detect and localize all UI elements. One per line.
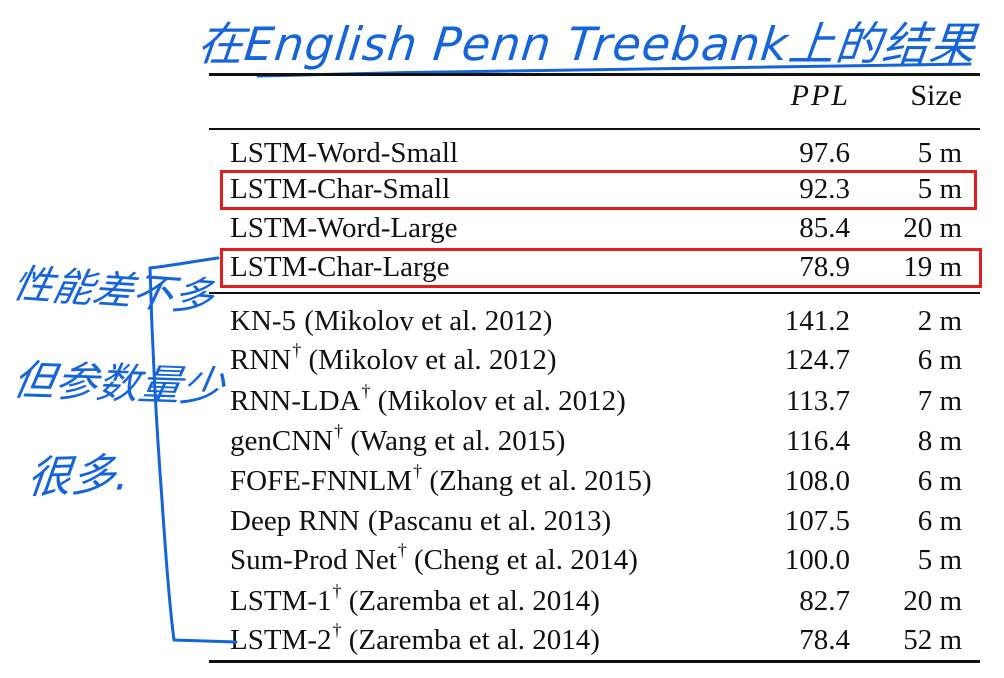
row-model: Sum-Prod Net [230,544,397,576]
row-citation: (Mikolov et al. 2012) [370,385,626,417]
row-model: LSTM-Word-Large [230,212,458,244]
top-rule [209,73,980,76]
header-rule [209,128,980,130]
row-citation: (Mikolov et al. 2012) [301,344,557,376]
row-model: genCNN [230,425,334,457]
highlight-box-char-small [220,170,977,210]
dagger-mark: † [332,581,342,602]
row-ppl: 108.0 [784,465,850,497]
row-ppl: 107.5 [784,505,850,537]
row-citation: (Zaremba et al. 2014) [341,585,600,617]
row-size: 6 m [917,344,962,376]
dagger-mark: † [361,381,371,402]
row-size: 20 m [903,585,962,617]
row-size: 52 m [903,624,962,656]
row-size: 5 m [917,544,962,576]
row-size: 5 m [917,173,962,205]
row-ppl: 113.7 [785,385,850,417]
row-size: 20 m [903,212,962,244]
row-ppl: 124.7 [784,344,850,376]
row-ppl: 82.7 [799,585,850,617]
row-model: LSTM-Word-Small [230,137,459,169]
row-size: 8 m [917,425,962,457]
row-model: RNN [230,344,292,376]
row-model: LSTM-1 [230,585,332,617]
row-size: 19 m [903,251,962,283]
row-model: LSTM-2 [230,624,332,656]
group-rule [209,292,980,294]
dagger-mark: † [397,540,407,561]
bottom-rule [209,660,980,663]
row-ppl: 116.4 [785,425,850,457]
row-ppl: 78.9 [799,251,850,283]
row-model: FOFE-FNNLM [230,465,413,497]
dagger-mark: † [332,620,342,641]
row-ppl: 92.3 [799,173,850,205]
row-model: LSTM-Char-Small [230,173,451,205]
row-ppl: 97.6 [799,137,850,169]
dagger-mark: † [292,340,302,361]
row-ppl: 100.0 [784,544,850,576]
dagger-mark: † [334,421,344,442]
row-model: Deep RNN [230,505,360,537]
header-size: Size [910,79,962,112]
row-model: LSTM-Char-Large [230,251,450,283]
header-ppl: PPL [790,79,850,112]
row-size: 2 m [917,305,962,337]
row-ppl: 78.4 [799,624,850,656]
dagger-mark: † [413,461,423,482]
row-citation: (Pascanu et al. 2013) [360,505,612,537]
row-citation: (Cheng et al. 2014) [406,544,638,576]
row-citation: (Mikolov et al. 2012) [297,305,553,337]
row-model: KN-5 [230,305,297,337]
row-citation: (Zhang et al. 2015) [422,465,652,497]
row-citation: (Zaremba et al. 2014) [341,624,600,656]
row-size: 5 m [917,137,962,169]
row-ppl: 141.2 [784,305,850,337]
row-citation: (Wang et al. 2015) [343,425,566,457]
row-ppl: 85.4 [799,212,850,244]
row-size: 7 m [917,385,962,417]
row-model: RNN-LDA [230,385,361,417]
row-size: 6 m [917,505,962,537]
row-size: 6 m [917,465,962,497]
highlight-box-char-large [220,248,982,288]
